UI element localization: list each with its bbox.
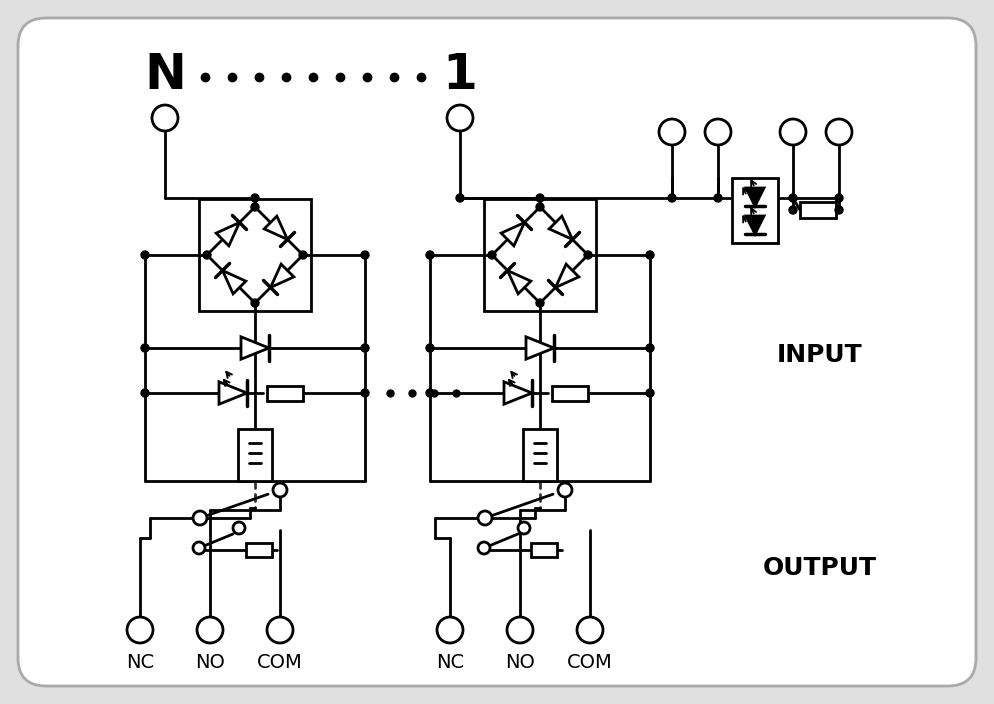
Circle shape: [668, 194, 676, 202]
Circle shape: [584, 251, 592, 259]
Circle shape: [267, 617, 293, 643]
Circle shape: [197, 617, 223, 643]
Bar: [735, 190, 775, 206]
Polygon shape: [216, 222, 240, 246]
Circle shape: [835, 206, 843, 214]
Circle shape: [536, 299, 544, 307]
FancyBboxPatch shape: [18, 18, 976, 686]
Text: INPUT: INPUT: [777, 343, 863, 367]
Circle shape: [193, 511, 207, 525]
Circle shape: [780, 119, 806, 145]
Circle shape: [705, 119, 731, 145]
Circle shape: [659, 119, 685, 145]
Circle shape: [426, 389, 434, 397]
Circle shape: [141, 251, 149, 259]
Circle shape: [577, 617, 603, 643]
Polygon shape: [746, 188, 764, 206]
Polygon shape: [223, 270, 246, 294]
Circle shape: [251, 203, 259, 211]
Circle shape: [193, 542, 205, 554]
Circle shape: [789, 194, 797, 202]
Circle shape: [141, 344, 149, 352]
Text: NC: NC: [436, 653, 464, 672]
Circle shape: [646, 389, 654, 397]
Polygon shape: [508, 270, 531, 294]
Circle shape: [646, 251, 654, 259]
Bar: [199, 199, 311, 311]
Bar: [523, 429, 557, 481]
Bar: [552, 386, 588, 401]
Polygon shape: [241, 337, 269, 359]
Circle shape: [835, 194, 843, 202]
Circle shape: [203, 251, 211, 259]
Bar: [800, 202, 836, 218]
Text: NO: NO: [505, 653, 535, 672]
Circle shape: [361, 344, 369, 352]
Circle shape: [426, 344, 434, 352]
Polygon shape: [501, 222, 525, 246]
Text: COM: COM: [568, 653, 613, 672]
Polygon shape: [219, 382, 247, 404]
Polygon shape: [526, 337, 554, 359]
Circle shape: [437, 617, 463, 643]
Polygon shape: [270, 264, 294, 287]
Bar: [484, 199, 596, 311]
Text: OUTPUT: OUTPUT: [763, 556, 877, 580]
Polygon shape: [746, 216, 764, 234]
Circle shape: [141, 389, 149, 397]
Bar: [246, 543, 272, 557]
Circle shape: [251, 299, 259, 307]
Text: 1: 1: [442, 51, 477, 99]
Text: COM: COM: [257, 653, 303, 672]
Polygon shape: [264, 216, 287, 239]
Circle shape: [273, 483, 287, 497]
Bar: [267, 386, 303, 401]
Circle shape: [251, 194, 259, 202]
Circle shape: [507, 617, 533, 643]
Circle shape: [646, 344, 654, 352]
Circle shape: [714, 194, 722, 202]
Bar: [531, 543, 557, 557]
Circle shape: [518, 522, 530, 534]
Circle shape: [152, 105, 178, 131]
Circle shape: [361, 389, 369, 397]
Text: N: N: [144, 51, 186, 99]
Polygon shape: [504, 382, 532, 404]
Circle shape: [299, 251, 307, 259]
Bar: [732, 177, 778, 242]
Circle shape: [558, 483, 572, 497]
Circle shape: [789, 206, 797, 214]
Circle shape: [361, 251, 369, 259]
Text: NC: NC: [126, 653, 154, 672]
Circle shape: [127, 617, 153, 643]
Circle shape: [456, 194, 464, 202]
Circle shape: [478, 542, 490, 554]
Polygon shape: [556, 264, 579, 287]
Circle shape: [478, 511, 492, 525]
Polygon shape: [549, 216, 573, 239]
Text: NO: NO: [195, 653, 225, 672]
Bar: [238, 429, 272, 481]
Circle shape: [233, 522, 245, 534]
Circle shape: [488, 251, 496, 259]
Circle shape: [536, 203, 544, 211]
Circle shape: [826, 119, 852, 145]
Circle shape: [447, 105, 473, 131]
Circle shape: [536, 194, 544, 202]
Circle shape: [426, 251, 434, 259]
